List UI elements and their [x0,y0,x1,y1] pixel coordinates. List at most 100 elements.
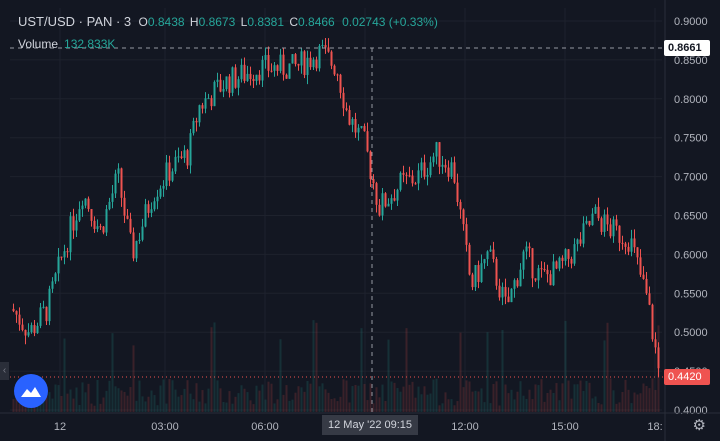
volume-bar [60,395,63,412]
volume-bar [384,400,387,412]
volume-bar [165,403,168,412]
volume-bar [291,399,294,412]
volume-value: 132.833K [64,37,116,51]
candle-body [447,167,450,177]
candle-body [558,257,561,269]
volume-bar [213,322,216,412]
volume-bar [612,390,615,412]
candle-body [489,249,492,252]
candle-body [150,209,153,213]
candle-body [624,243,627,247]
volume-bar [477,391,480,412]
candle-body [576,239,579,245]
candle-body [165,162,168,186]
tradingview-logo-icon[interactable] [14,374,48,408]
candle-body [42,306,45,308]
candle-body [324,45,327,48]
volume-bar [480,388,483,412]
candle-body [507,296,510,303]
candle-body [495,258,498,286]
candle-body [93,220,96,229]
volume-legend[interactable]: Volume 132.833K [18,37,115,51]
candle-body [96,226,99,229]
volume-bar [276,399,279,412]
volume-bar [222,401,225,412]
candle-body [459,202,462,210]
volume-bar [123,391,126,412]
candle-body [264,54,267,60]
candle-body [564,249,567,261]
volume-bar [84,392,87,412]
volume-bar [147,396,150,412]
candle-body [636,247,639,258]
volume-bar [417,386,420,412]
candle-body [639,257,642,275]
candle-body [171,171,174,181]
candle-body [477,265,480,282]
volume-bar [399,391,402,412]
volume-bar [207,388,210,412]
open-value: 0.8438 [147,15,185,29]
candle-body [318,45,321,69]
candle-body [336,74,339,76]
candle-body [570,258,573,264]
volume-bar [69,389,72,412]
chevron-left-icon[interactable]: ‹ [0,362,9,380]
volume-bar [195,383,198,412]
candle-body [537,268,540,281]
candle-body [642,274,645,279]
volume-bar [45,386,48,412]
volume-bar [102,397,105,412]
candle-body [528,246,531,249]
last-price-label: 0.4420 [664,369,710,385]
candle-body [177,156,180,158]
candle-body [591,213,594,226]
volume-bar [297,386,300,412]
candle-body [654,339,657,348]
volume-bar [636,394,639,412]
x-tick-label: 15:00 [551,421,579,433]
symbol-label[interactable]: UST/USD · PAN · 3 [18,14,132,29]
volume-bar [639,393,642,412]
volume-bar [90,403,93,412]
volume-bar [369,383,372,412]
volume-bar [468,381,471,412]
volume-bar [246,392,249,412]
candle-body [609,224,612,237]
y-tick-label: 0.8000 [674,94,708,106]
volume-bar [300,387,303,412]
candle-body [105,209,108,233]
volume-bar [285,385,288,412]
candle-body [108,201,111,210]
candle-body [18,314,21,325]
candle-body [612,219,615,237]
low-key: L [240,15,248,29]
y-tick-label: 0.7000 [674,172,708,184]
volume-bar [432,379,435,412]
volume-bar [156,405,159,412]
volume-bar [78,404,81,412]
volume-bar [12,399,15,412]
candle-body [390,198,393,204]
candle-body [312,59,315,68]
candle-body [120,168,123,198]
candle-body [219,79,222,92]
volume-bar [54,384,57,412]
volume-bar [522,395,525,412]
candle-body [330,51,333,66]
candle-body [60,256,63,258]
candle-body [267,54,270,71]
volume-bar [51,398,54,412]
candle-body [192,120,195,134]
volume-bar [120,390,123,412]
candle-body [270,70,273,72]
candle-body [501,286,504,298]
candle-body [414,183,417,185]
x-tick-label: 03:00 [151,421,179,433]
candle-body [396,189,399,201]
candle-body [453,162,456,183]
candle-body [228,76,231,93]
gear-icon[interactable]: ⚙ [692,417,706,434]
